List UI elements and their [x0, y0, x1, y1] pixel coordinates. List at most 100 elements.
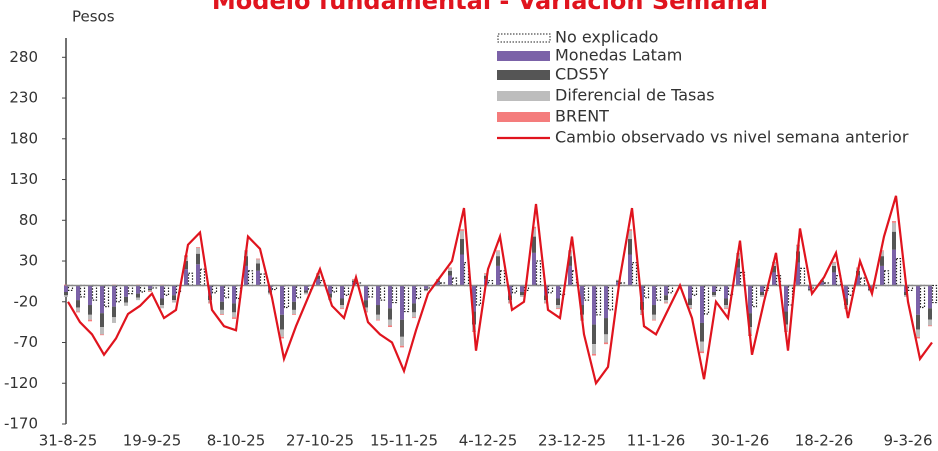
bar-segment [508, 285, 512, 296]
y-tick-label: -170 [4, 415, 38, 433]
bar-segment [484, 273, 488, 275]
bar-segment [76, 285, 80, 301]
bar-segment [664, 302, 668, 304]
unexplained-bar [343, 284, 350, 296]
bar-segment [172, 295, 176, 301]
bar-segment [448, 275, 452, 286]
bar-segment [568, 265, 572, 286]
bar-segment [892, 231, 896, 250]
bar-segment [160, 298, 164, 306]
bar-segment [76, 300, 80, 308]
unexplained-bar [451, 277, 458, 287]
bar-segment [88, 314, 92, 320]
bar-segment [712, 295, 716, 297]
y-tick-label: 180 [9, 129, 38, 147]
bar-segment [796, 262, 800, 286]
bar-segment [304, 285, 308, 291]
bar-segment [340, 308, 344, 310]
bar-segment [424, 285, 428, 289]
bar-segment [172, 300, 176, 303]
bar-segment [604, 334, 608, 343]
legend-label: Monedas Latam [555, 46, 682, 65]
unexplained-bar [847, 284, 854, 296]
unexplained-bar [751, 284, 758, 308]
unexplained-bar [583, 284, 590, 301]
bar-segment [412, 312, 416, 318]
bar-segment [280, 329, 284, 337]
bar-segment [244, 265, 248, 286]
unexplained-bar [235, 284, 242, 300]
x-tick-label: 31-8-25 [39, 432, 98, 450]
bar-segment [724, 285, 728, 299]
bar-segment [124, 285, 128, 297]
bar-segment [784, 311, 788, 325]
bar-segment [424, 290, 428, 292]
bar-segment [256, 270, 260, 286]
bar-segment [580, 285, 584, 306]
bar-segment [844, 285, 848, 299]
bar-segment [892, 222, 896, 232]
unexplained-bar [415, 284, 422, 300]
bar-segment [328, 285, 332, 294]
bar-segment [196, 247, 200, 254]
bar-segment [136, 285, 140, 294]
bar-segment [460, 239, 464, 255]
bar-segment [412, 285, 416, 304]
unexplained-bar [391, 284, 398, 304]
bar-segment [364, 307, 368, 312]
bar-segment [232, 317, 236, 319]
unexplained-bar [331, 284, 338, 293]
unexplained-bar [787, 284, 794, 306]
bar-segment [364, 300, 368, 308]
bar-segment [484, 274, 488, 276]
bar-segment [496, 265, 500, 286]
bar-segment [196, 264, 200, 286]
legend-label: BRENT [555, 107, 609, 126]
bar-segment [232, 285, 236, 304]
bar-segment [652, 319, 656, 321]
bar-segment [772, 272, 776, 286]
legend-swatch [497, 70, 550, 80]
bar-segment [256, 258, 260, 260]
bar-segment [136, 293, 140, 298]
unexplained-bar [259, 273, 266, 287]
unexplained-bar [919, 284, 926, 309]
unexplained-bar [247, 270, 254, 287]
legend-label: No explicado [555, 28, 658, 47]
bar-segment [400, 319, 404, 337]
bar-segment [664, 295, 668, 301]
x-tick-label: 8-10-25 [207, 432, 266, 450]
bar-segment [256, 259, 260, 264]
bar-segment [220, 285, 224, 302]
bar-segment [616, 280, 620, 283]
bar-segment [532, 228, 536, 237]
bar-segment [916, 314, 920, 330]
unexplained-bar [115, 284, 122, 303]
bar-segment [520, 285, 524, 292]
legend-label: CDS5Y [555, 65, 609, 84]
unexplained-bar [139, 284, 146, 293]
bar-segment [112, 317, 116, 323]
bar-segment [244, 256, 248, 266]
unexplained-bar [475, 284, 482, 306]
bar-segment [892, 249, 896, 286]
bar-segment [292, 301, 296, 310]
legend-swatch [497, 33, 551, 43]
bar-segment [76, 311, 80, 313]
unexplained-bar [655, 284, 662, 301]
bar-segment [520, 291, 524, 296]
bar-segment [400, 336, 404, 346]
bar-segment [700, 322, 704, 342]
bar-segment [652, 314, 656, 320]
bar-segment [688, 305, 692, 309]
unexplained-bar [715, 284, 722, 291]
unexplained-bar [511, 284, 518, 294]
unexplained-bar [79, 284, 86, 298]
bar-segment [832, 262, 836, 266]
unexplained-bar [67, 284, 74, 291]
bar-segment [196, 253, 200, 265]
y-tick-label: 30 [19, 252, 38, 270]
unexplained-bar [295, 284, 302, 299]
bar-segment [832, 261, 836, 263]
bar-segment [652, 285, 656, 306]
